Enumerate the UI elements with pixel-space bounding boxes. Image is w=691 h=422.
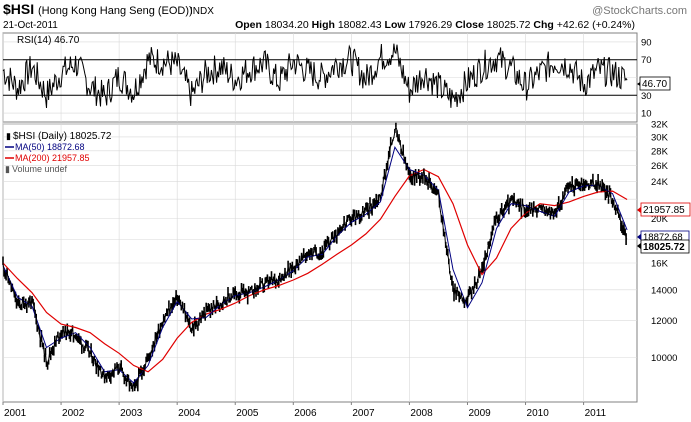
legend-volume-icon: ▮ xyxy=(5,164,10,174)
rsi-title: RSI(14) 46.70 xyxy=(17,35,80,46)
x-tick-label: 2010 xyxy=(527,408,550,419)
legend-price: $HSI (Daily) 18025.72 xyxy=(13,131,112,142)
x-tick-label: 2011 xyxy=(585,408,607,419)
rsi-tick-label: 30 xyxy=(641,91,652,102)
rsi-current-tag: 46.70 xyxy=(642,79,667,90)
brand-label: @StockCharts.com xyxy=(592,5,687,17)
price-tick-label: 14000 xyxy=(651,285,677,296)
price-tick-label: 30K xyxy=(651,132,669,143)
ma200-tag: 21957.85 xyxy=(643,205,685,216)
close-tag-box xyxy=(640,239,690,254)
price-tick-label: 24K xyxy=(651,177,669,188)
ma200-line xyxy=(2,168,628,373)
rsi-series-line xyxy=(2,43,628,109)
ma200-tag-box xyxy=(640,202,691,217)
close-label: Close xyxy=(455,19,484,31)
close-tag: 18025.72 xyxy=(643,242,685,253)
x-tick-label: 2007 xyxy=(352,408,375,419)
x-tick-label: 2009 xyxy=(468,408,491,419)
x-tick-label: 2002 xyxy=(62,408,85,419)
rsi-tick-label: 10 xyxy=(641,109,652,120)
price-tick-label: 20K xyxy=(651,214,669,225)
legend-ma200: MA(200) 21957.85 xyxy=(15,153,90,163)
x-tick-label: 2006 xyxy=(294,408,317,419)
rsi-tick-label: 70 xyxy=(641,55,652,66)
x-tick-label: 2005 xyxy=(236,408,259,419)
legend-price-icon: ▮ xyxy=(6,131,11,141)
low-label: Low xyxy=(385,19,407,31)
legend-volume: Volume undef xyxy=(12,164,68,174)
price-tick-label: 28K xyxy=(651,146,669,157)
price-tick-label: 12000 xyxy=(651,316,677,327)
rsi-tick-label: 90 xyxy=(641,37,652,48)
price-series-line xyxy=(2,126,628,388)
x-axis-ticks: 2001 2002 2003 2004 2005 2006 2007 2008 2009 2010… xyxy=(2,402,607,419)
symbol-title: $HSI xyxy=(3,1,34,17)
chg-label: Chg xyxy=(533,19,553,31)
x-tick-label: 2003 xyxy=(120,408,143,419)
price-tick-label: 32K xyxy=(651,120,669,131)
low-value: 17926.29 xyxy=(408,19,452,31)
open-value: 18034.20 xyxy=(265,19,309,31)
high-value: 18082.43 xyxy=(338,19,382,31)
legend: ▮ $HSI (Daily) 18025.72 MA(50) 18872.68 … xyxy=(5,131,112,174)
exchange-label: INDX xyxy=(190,6,214,17)
close-value: 18025.72 xyxy=(487,19,531,31)
high-label: High xyxy=(312,19,335,31)
rsi-panel: RSI(14) 46.70 46.70 90 70 30 10 xyxy=(2,32,671,123)
x-tick-label: 2008 xyxy=(410,408,433,419)
rsi-y-axis-ticks: 90 70 30 10 xyxy=(641,37,652,119)
legend-ma50: MA(50) 18872.68 xyxy=(15,142,85,152)
price-tick-label: 26K xyxy=(651,161,669,172)
chg-value: +42.62 (+0.24%) xyxy=(557,19,635,31)
x-tick-label: 2001 xyxy=(4,408,27,419)
rsi-current-tag-box xyxy=(639,76,671,91)
date-label: 21-Oct-2011 xyxy=(3,20,58,31)
index-name: (Hong Kong Hang Seng (EOD)) xyxy=(38,5,193,17)
ohlc-line: Open 18034.20 High 18082.43 Low 17926.29… xyxy=(235,19,635,31)
price-tick-label: 16K xyxy=(651,259,669,270)
open-label: Open xyxy=(235,19,262,31)
price-gridlines xyxy=(2,123,637,402)
x-tick-label: 2004 xyxy=(178,408,201,419)
ma50-tag: 18872.68 xyxy=(643,232,683,243)
price-tick-label: 10000 xyxy=(651,353,677,364)
